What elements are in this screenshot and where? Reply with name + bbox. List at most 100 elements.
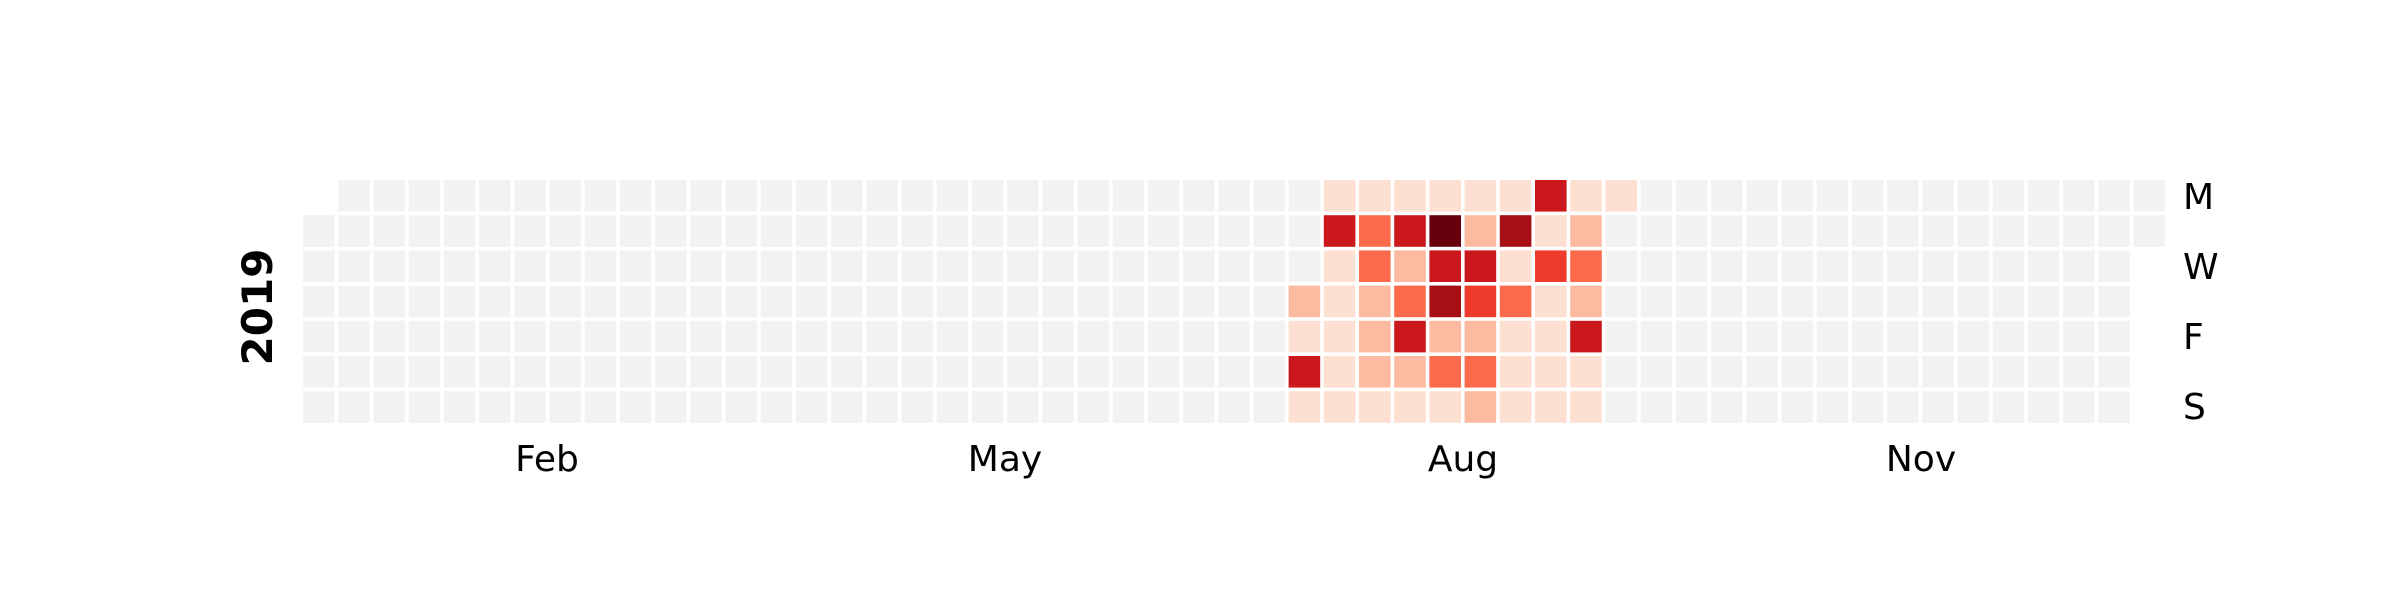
heatmap-cell — [901, 215, 933, 247]
heatmap-cell — [690, 356, 722, 388]
heatmap-cell — [1711, 285, 1743, 318]
heatmap-cell — [1711, 391, 1743, 423]
heatmap-cell — [1640, 320, 1673, 353]
heatmap-cell — [866, 356, 898, 388]
heatmap-cell — [1640, 215, 1673, 247]
heatmap-cell — [619, 320, 652, 353]
heatmap-cells — [303, 180, 2165, 423]
heatmap-cell — [1147, 215, 1180, 247]
heatmap-cell — [936, 215, 969, 247]
heatmap-cell — [971, 180, 1004, 212]
heatmap-cell — [514, 215, 546, 247]
heatmap-cell — [936, 356, 969, 388]
heatmap-cell — [971, 320, 1004, 353]
heatmap-cell — [303, 285, 335, 318]
heatmap-cell — [2063, 215, 2095, 247]
heatmap-cell — [1429, 285, 1461, 318]
month-label-aug: Aug — [1428, 439, 1498, 480]
heatmap-cell — [655, 180, 687, 212]
heatmap-cell — [1957, 391, 1989, 423]
heatmap-cell — [1323, 285, 1356, 318]
heatmap-cell — [1359, 391, 1391, 423]
heatmap-cell — [1429, 356, 1461, 388]
heatmap-cell — [1218, 285, 1250, 318]
heatmap-cell — [1781, 391, 1813, 423]
heatmap-cell — [1007, 285, 1039, 318]
heatmap-cell — [1429, 320, 1461, 353]
heatmap-cell — [1570, 320, 1602, 353]
heatmap-cell — [1640, 356, 1673, 388]
heatmap-cell — [373, 391, 405, 423]
heatmap-cell — [1323, 391, 1356, 423]
heatmap-cell — [1077, 320, 1109, 353]
heatmap-cell — [1359, 285, 1391, 318]
heatmap-cell — [1253, 285, 1285, 318]
heatmap-cell — [2098, 285, 2130, 318]
heatmap-cell — [1147, 391, 1180, 423]
heatmap-cell — [1887, 250, 1919, 282]
heatmap-cell — [760, 250, 793, 282]
heatmap-cell — [549, 180, 581, 212]
heatmap-cell — [408, 250, 441, 282]
heatmap-cell — [1781, 250, 1813, 282]
heatmap-cell — [303, 356, 335, 388]
heatmap-cell — [1359, 180, 1391, 212]
heatmap-cell — [2027, 215, 2060, 247]
heatmap-cell — [1887, 180, 1919, 212]
heatmap-cell — [1499, 250, 1532, 282]
heatmap-cell — [514, 180, 546, 212]
heatmap-cell — [655, 356, 687, 388]
heatmap-cell — [1605, 391, 1637, 423]
heatmap-cell — [725, 215, 757, 247]
heatmap-cell — [1887, 356, 1919, 388]
heatmap-cell — [373, 215, 405, 247]
heatmap-cell — [1323, 356, 1356, 388]
heatmap-cell — [303, 391, 335, 423]
heatmap-cell — [1464, 356, 1497, 388]
heatmap-cell — [1535, 250, 1567, 282]
heatmap-cell — [1147, 356, 1180, 388]
heatmap-cell — [2133, 215, 2165, 247]
heatmap-cell — [1781, 180, 1813, 212]
heatmap-cell — [1218, 180, 1250, 212]
heatmap-cell — [690, 215, 722, 247]
heatmap-cell — [690, 391, 722, 423]
heatmap-cell — [619, 215, 652, 247]
heatmap-cell — [1253, 391, 1285, 423]
heatmap-cell — [1112, 215, 1145, 247]
heatmap-cell — [2063, 320, 2095, 353]
heatmap-cell — [1112, 285, 1145, 318]
heatmap-cell — [1851, 320, 1884, 353]
heatmap-cell — [1147, 180, 1180, 212]
heatmap-cell — [866, 285, 898, 318]
heatmap-cell — [1147, 285, 1180, 318]
heatmap-cell — [338, 285, 370, 318]
heatmap-cell — [760, 356, 793, 388]
heatmap-cell — [1499, 391, 1532, 423]
heatmap-cell — [443, 285, 476, 318]
heatmap-cell — [795, 320, 828, 353]
heatmap-cell — [1957, 250, 1989, 282]
heatmap-cell — [1429, 250, 1461, 282]
heatmap-cell — [866, 320, 898, 353]
heatmap-cell — [1675, 391, 1708, 423]
heatmap-cell — [795, 285, 828, 318]
heatmap-cell — [514, 356, 546, 388]
heatmap-cell — [1887, 285, 1919, 318]
heatmap-cell — [303, 250, 335, 282]
heatmap-cell — [1711, 250, 1743, 282]
heatmap-cell — [1042, 391, 1074, 423]
heatmap-cell — [1570, 285, 1602, 318]
heatmap-cell — [831, 215, 863, 247]
heatmap-cell — [1605, 320, 1637, 353]
heatmap-cell — [1816, 250, 1849, 282]
heatmap-cell — [2098, 215, 2130, 247]
heatmap-cell — [1359, 320, 1391, 353]
heatmap-cell — [831, 391, 863, 423]
heatmap-cell — [373, 180, 405, 212]
day-label-friday: F — [2183, 317, 2204, 358]
heatmap-cell — [408, 320, 441, 353]
day-labels: M W F S — [2183, 177, 2219, 428]
heatmap-cell — [1183, 180, 1215, 212]
heatmap-cell — [1535, 285, 1567, 318]
